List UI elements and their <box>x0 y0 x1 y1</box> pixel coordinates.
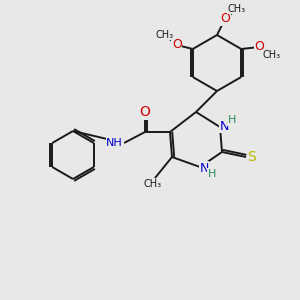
Text: N: N <box>219 119 229 133</box>
Text: O: O <box>172 38 182 52</box>
Text: H: H <box>208 169 216 179</box>
Text: O: O <box>140 105 150 119</box>
Text: CH₃: CH₃ <box>144 179 162 189</box>
Text: S: S <box>248 150 256 164</box>
Text: O: O <box>254 40 264 53</box>
Text: CH₃: CH₃ <box>228 4 246 14</box>
Text: H: H <box>228 115 236 125</box>
Text: O: O <box>220 13 230 26</box>
Text: CH₃: CH₃ <box>262 50 280 60</box>
Text: N: N <box>199 161 209 175</box>
Text: NH: NH <box>106 138 123 148</box>
Text: CH₃: CH₃ <box>156 30 174 40</box>
